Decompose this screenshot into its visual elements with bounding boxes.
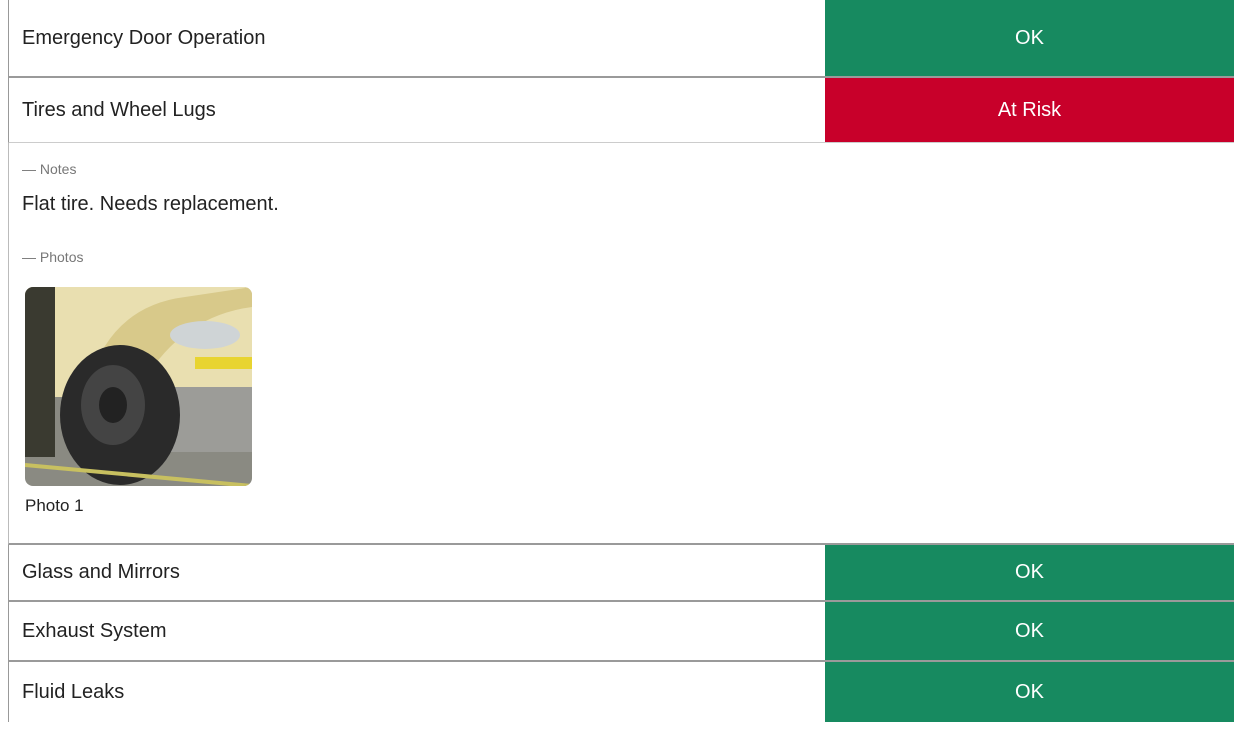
check-row[interactable]: Glass and Mirrors OK (8, 545, 1234, 602)
status-badge: OK (825, 0, 1234, 76)
item-label: Emergency Door Operation (22, 0, 265, 76)
item-label: Fluid Leaks (22, 662, 124, 722)
status-badge: OK (825, 602, 1234, 660)
photo-image (25, 287, 252, 486)
item-label: Exhaust System (22, 602, 167, 660)
photo-caption: Photo 1 (25, 496, 84, 516)
details-panel: — Notes Flat tire. Needs replacement. — … (8, 143, 1234, 545)
notes-heading: — Notes (22, 161, 76, 177)
check-row[interactable]: Fluid Leaks OK (8, 662, 1234, 722)
status-badge: OK (825, 662, 1234, 722)
photos-heading: — Photos (22, 249, 83, 265)
check-row[interactable]: Exhaust System OK (8, 602, 1234, 662)
page: Emergency Door Operation OK Tires and Wh… (0, 0, 1234, 751)
photo-thumbnail[interactable] (25, 287, 252, 486)
notes-text: Flat tire. Needs replacement. (22, 193, 279, 216)
status-badge: At Risk (825, 78, 1234, 142)
item-label: Tires and Wheel Lugs (22, 78, 216, 142)
check-row[interactable]: Tires and Wheel Lugs At Risk (8, 78, 1234, 143)
check-row[interactable]: Emergency Door Operation OK (8, 0, 1234, 78)
item-label: Glass and Mirrors (22, 545, 180, 600)
status-badge: OK (825, 545, 1234, 600)
